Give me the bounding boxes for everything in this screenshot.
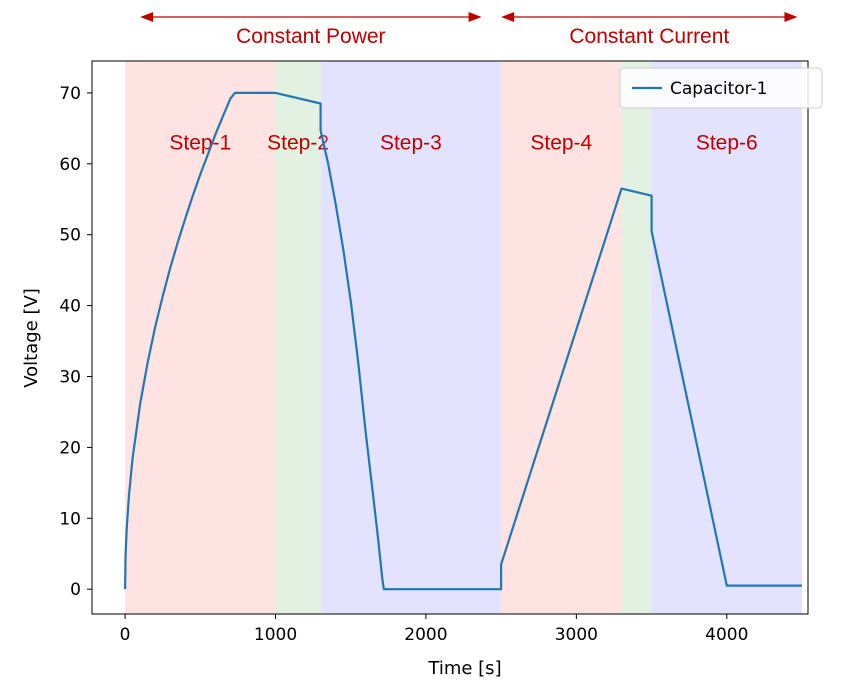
y-tick-label: 30 xyxy=(59,367,81,387)
annotations: Constant Power Constant Current xyxy=(140,12,798,48)
y-tick-label: 20 xyxy=(59,438,81,458)
shaded-region-1 xyxy=(125,61,276,614)
x-tick-label: 1000 xyxy=(254,625,297,645)
x-tick-label: 2000 xyxy=(404,625,447,645)
shaded-region-4 xyxy=(501,61,622,614)
legend-box xyxy=(619,67,823,109)
y-tick-label: 70 xyxy=(59,84,81,104)
axes-frame xyxy=(91,60,809,615)
phase-label: Constant Power xyxy=(236,25,385,48)
x-axis-ticks: 0 1000 2000 3000 4000 xyxy=(120,614,748,645)
x-tick-label: 3000 xyxy=(555,625,598,645)
shaded-region-3 xyxy=(320,61,502,614)
step-label: Step-3 xyxy=(380,132,442,155)
y-tick-label: 10 xyxy=(59,509,81,529)
phase-label: Constant Current xyxy=(569,25,729,48)
step-label: Step-1 xyxy=(169,132,231,155)
phase-arrow-1 xyxy=(140,12,482,22)
x-tick-label: 4000 xyxy=(705,625,748,645)
y-axis-ticks: 0 10 20 30 40 50 60 70 xyxy=(59,84,92,600)
x-axis-label: Time [s] xyxy=(427,658,501,679)
series-line-1 xyxy=(124,91,802,591)
y-tick-label: 60 xyxy=(59,155,81,175)
legend-entry-capacitor-1: Capacitor-1 xyxy=(670,79,767,99)
series-lines xyxy=(124,91,802,591)
shaded-region-6 xyxy=(651,61,802,614)
phase-arrow-2 xyxy=(501,12,798,22)
step-label: Step-2 xyxy=(267,132,329,155)
y-tick-label: 50 xyxy=(59,226,81,246)
y-tick-label: 40 xyxy=(59,297,81,317)
y-axis-label: Voltage [V] xyxy=(21,288,42,388)
shaded-region-2 xyxy=(275,61,321,614)
shaded-region-5 xyxy=(621,61,652,614)
y-tick-label: 0 xyxy=(70,580,81,600)
step-label: Step-4 xyxy=(530,132,592,155)
step-label: Step-6 xyxy=(696,132,758,155)
x-tick-label: 0 xyxy=(120,625,131,645)
shaded-regions: Step-1 Step-2 Step-3 Step-4 Step-6 xyxy=(125,61,802,614)
legend: Capacitor-1 xyxy=(619,67,823,109)
